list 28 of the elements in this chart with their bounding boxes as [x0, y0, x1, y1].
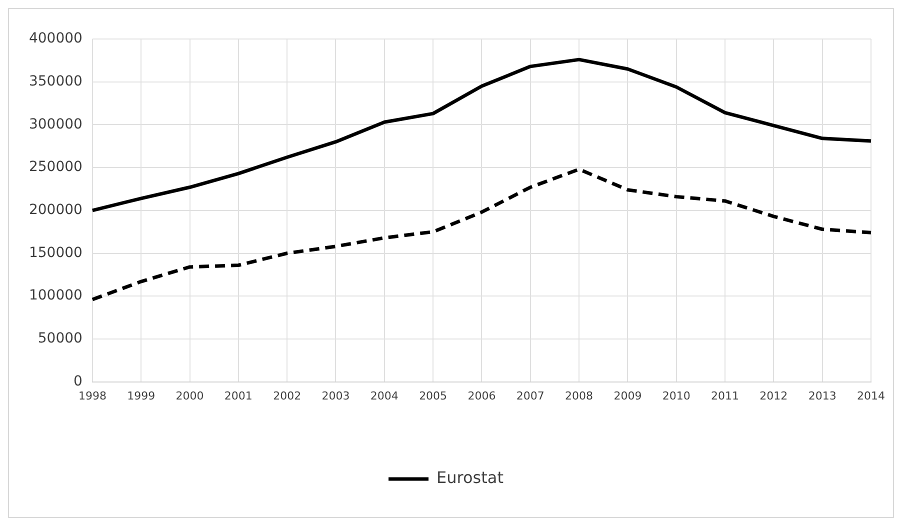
y-tick-label: 150000 [28, 244, 82, 261]
y-tick-label: 400000 [28, 30, 82, 47]
x-tick-label: 2012 [760, 389, 788, 402]
y-tick-label: 350000 [28, 73, 82, 90]
x-tick-label: 2014 [857, 389, 886, 402]
x-tick-label: 2000 [176, 389, 204, 402]
x-tick-label: 2007 [516, 389, 544, 402]
x-tick-label: 2002 [273, 389, 302, 402]
x-tick-label: 2009 [614, 389, 642, 402]
y-tick-label: 300000 [28, 116, 82, 132]
x-tick-label: 2013 [808, 389, 836, 402]
x-tick-label: 2004 [370, 389, 398, 402]
line-series [90, 168, 873, 302]
y-tick-label: 0 [74, 373, 82, 390]
y-tick-label: 200000 [28, 202, 82, 218]
x-tick-label: 2008 [565, 389, 594, 402]
x-tick-label: 2010 [662, 389, 690, 402]
y-tick-label: 50000 [38, 330, 82, 347]
x-tick-label: 2001 [224, 389, 252, 402]
x-tick-label: 1999 [127, 389, 156, 402]
x-tick-label: 2005 [419, 389, 448, 402]
x-tick-label: 2003 [322, 389, 350, 402]
y-tick-label: 250000 [28, 159, 82, 176]
x-tick-label: 2011 [711, 389, 740, 402]
legend-label: Eurostat [436, 468, 504, 488]
y-tick-label: 100000 [28, 288, 82, 304]
x-tick-label: 2006 [468, 389, 496, 402]
x-tick-label: 1998 [78, 389, 106, 402]
